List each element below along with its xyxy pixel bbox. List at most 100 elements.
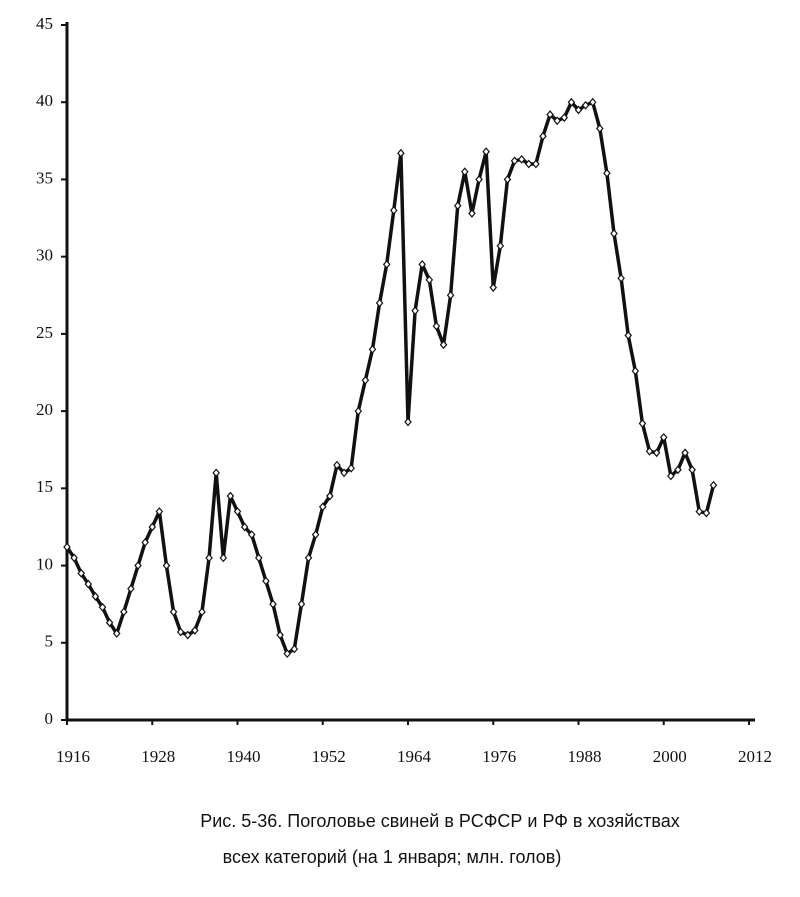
data-point <box>183 630 192 640</box>
data-point <box>162 561 171 570</box>
y-tick-label: 30 <box>36 246 53 265</box>
data-point <box>532 159 540 169</box>
data-point <box>276 630 284 640</box>
y-tick-label: 0 <box>45 709 54 728</box>
x-tick-label: 1964 <box>397 747 432 766</box>
data-point <box>134 561 142 570</box>
x-tick-label: 1928 <box>141 747 175 766</box>
data-point <box>347 463 355 473</box>
data-point <box>446 290 455 300</box>
data-point <box>702 508 711 518</box>
data-point <box>255 553 263 563</box>
data-point <box>404 417 412 427</box>
data-point <box>91 592 100 601</box>
x-tick-label: 1916 <box>56 747 90 766</box>
data-point <box>425 275 434 285</box>
data-point <box>269 599 277 609</box>
data-point <box>624 331 633 340</box>
data-point <box>439 340 448 350</box>
data-point <box>688 465 696 475</box>
data-point <box>517 154 526 164</box>
data-point <box>390 205 398 215</box>
data-point <box>318 502 327 512</box>
data-point <box>141 537 149 547</box>
data-point <box>482 147 490 157</box>
data-point <box>368 344 377 354</box>
data-point <box>574 105 583 115</box>
data-point <box>77 568 85 578</box>
data-point <box>631 366 640 376</box>
data-point <box>212 468 220 478</box>
x-tick-label: 2012 <box>738 747 772 766</box>
data-point <box>461 167 469 177</box>
data-point <box>695 507 704 516</box>
data-point <box>205 553 213 563</box>
data-point <box>610 229 618 238</box>
y-tick-label: 5 <box>45 632 54 651</box>
y-tick-label: 10 <box>36 554 53 573</box>
data-point <box>326 491 334 501</box>
data-point <box>560 113 569 123</box>
y-tick-label: 40 <box>36 91 53 110</box>
caption-line: Рис. 5-36. Поголовье свиней в РСФСР и РФ… <box>200 811 680 831</box>
x-tick-label: 1952 <box>312 747 346 766</box>
y-tick-label: 25 <box>36 323 53 342</box>
data-point <box>539 131 547 141</box>
data-point <box>219 553 228 563</box>
data-point <box>112 629 121 638</box>
data-point <box>297 599 306 609</box>
data-point <box>63 542 71 552</box>
y-tick-label: 20 <box>36 400 53 419</box>
data-point <box>489 283 498 292</box>
data-point <box>340 468 348 478</box>
data-point <box>418 259 426 269</box>
y-tick-label: 35 <box>36 168 53 187</box>
data-point <box>681 448 689 458</box>
y-tick-label: 15 <box>36 477 53 496</box>
data-point <box>247 530 256 540</box>
data-point <box>198 607 206 617</box>
data-point <box>382 259 391 269</box>
data-point <box>191 626 199 635</box>
data-point <box>411 306 419 316</box>
data-point <box>105 618 114 628</box>
data-point <box>674 465 682 475</box>
caption-line: всех категорий (на 1 января; млн. голов) <box>223 847 562 867</box>
data-point <box>496 241 505 251</box>
data-point <box>240 522 249 532</box>
data-point <box>354 406 363 416</box>
data-point <box>304 553 313 563</box>
data-point <box>453 201 462 211</box>
data-point <box>311 530 320 540</box>
data-point <box>652 448 661 458</box>
data-point <box>645 446 654 456</box>
data-point <box>233 507 242 516</box>
x-tick-label: 1988 <box>568 747 602 766</box>
data-point <box>84 579 93 589</box>
data-point <box>596 124 604 133</box>
data-point <box>70 553 78 563</box>
data-point <box>503 175 512 184</box>
data-point <box>283 649 292 659</box>
data-point <box>617 273 625 283</box>
data-point <box>659 432 668 442</box>
data-point <box>169 607 178 617</box>
data-point <box>709 480 718 490</box>
data-point <box>148 522 157 532</box>
data-point <box>290 644 299 654</box>
data-point <box>567 97 576 107</box>
data-point <box>510 156 519 166</box>
x-tick-label: 2000 <box>653 747 687 766</box>
data-line <box>65 100 716 656</box>
data-point <box>588 97 597 107</box>
data-point <box>333 460 341 470</box>
data-point <box>581 100 590 110</box>
data-point <box>361 375 370 385</box>
data-point <box>475 175 483 184</box>
y-tick-label: 45 <box>36 14 53 33</box>
x-tick-label: 1940 <box>227 747 261 766</box>
data-point <box>667 471 675 481</box>
data-point <box>397 148 405 158</box>
